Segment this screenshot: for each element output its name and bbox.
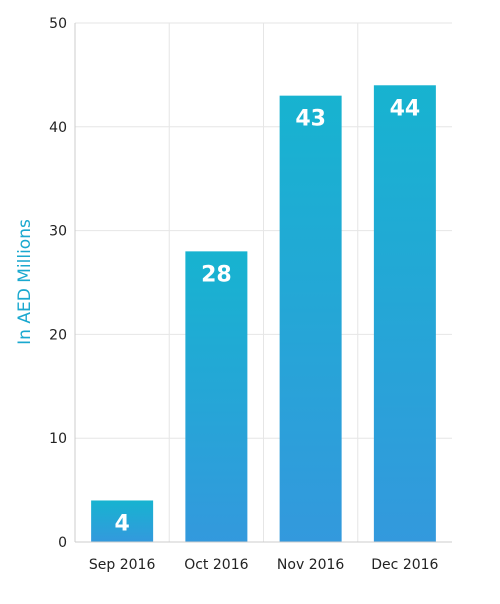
grid-layer — [75, 22, 452, 542]
y-tick-label: 10 — [49, 431, 67, 447]
x-tick-label: Sep 2016 — [89, 557, 156, 573]
bars-layer: 4 28 43 44 — [91, 85, 436, 543]
axis-layer: 0 10 20 30 40 50 Sep 2016 Oct 2016 Nov 2016 Dec 2… — [49, 16, 452, 573]
bar-data-label: 4 — [114, 511, 129, 536]
bar-oct-2016 — [185, 251, 248, 543]
x-tick-label: Nov 2016 — [277, 557, 344, 573]
y-tick-label: 0 — [58, 535, 67, 551]
y-axis-title: In AED Millions — [15, 219, 35, 345]
bar-data-label: 28 — [201, 262, 232, 287]
y-tick-label: 20 — [49, 327, 67, 343]
bar-dec-2016 — [373, 85, 436, 542]
y-tick-label: 30 — [49, 224, 67, 240]
bar-nov-2016 — [279, 95, 342, 542]
bar-sep-2016 — [91, 500, 154, 542]
x-tick-label: Oct 2016 — [184, 557, 248, 573]
y-tick-label: 40 — [49, 120, 67, 136]
y-tick-label: 50 — [49, 16, 67, 32]
x-tick-label: Dec 2016 — [371, 557, 438, 573]
bar-data-label: 44 — [390, 96, 421, 121]
bar-data-label: 43 — [295, 107, 326, 132]
